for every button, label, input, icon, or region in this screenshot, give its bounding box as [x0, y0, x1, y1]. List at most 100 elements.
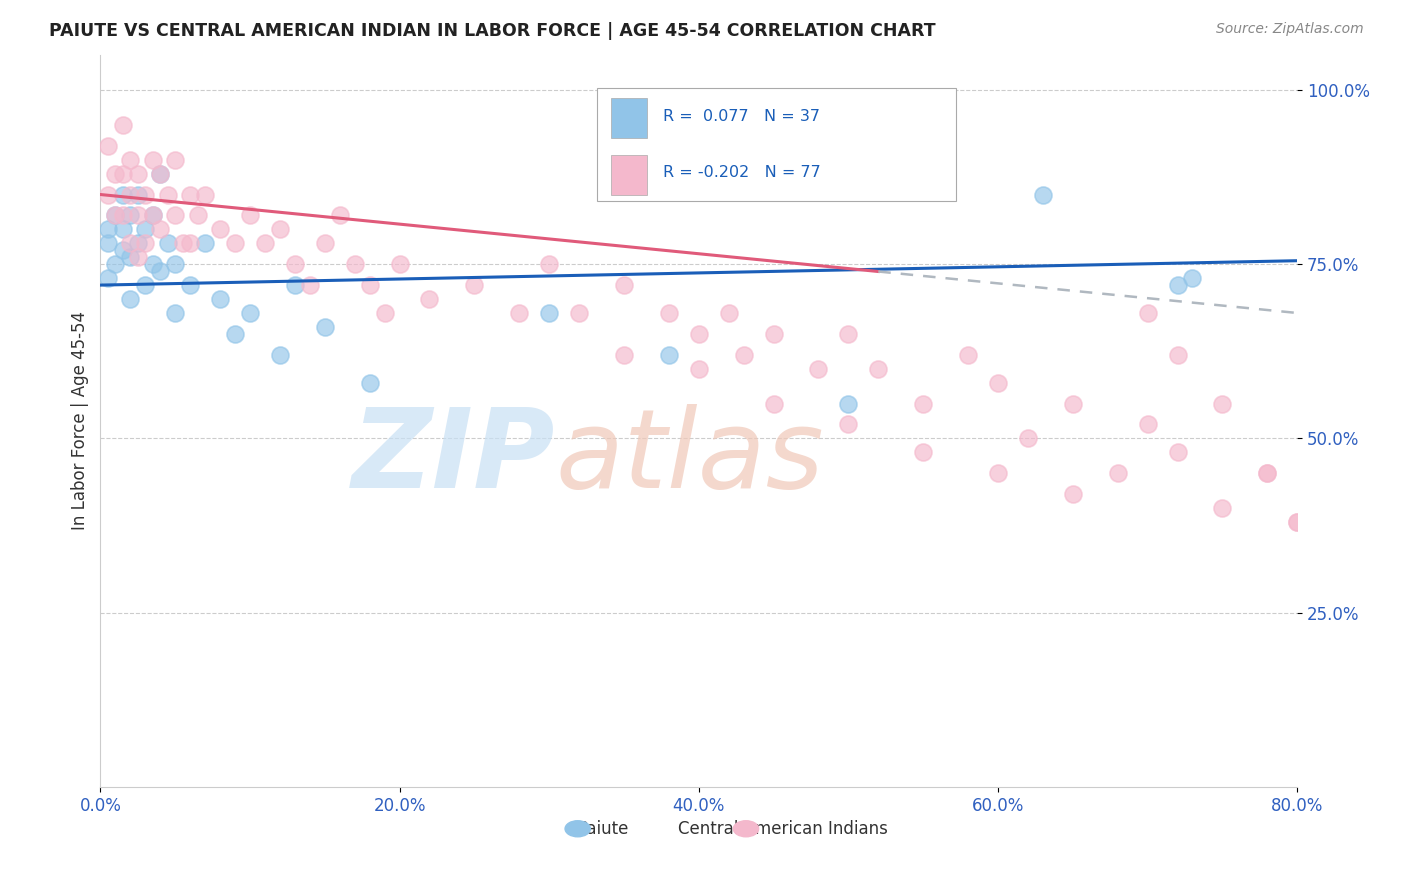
Point — [374, 306, 396, 320]
Point — [142, 208, 165, 222]
Point — [149, 264, 172, 278]
Point — [239, 208, 262, 222]
Point — [717, 306, 740, 320]
Point — [97, 236, 120, 251]
Point — [298, 278, 321, 293]
Point — [111, 167, 134, 181]
Text: Central American Indians: Central American Indians — [678, 820, 887, 838]
Point — [253, 236, 276, 251]
Point — [134, 236, 156, 251]
Point — [762, 326, 785, 341]
Text: PAIUTE VS CENTRAL AMERICAN INDIAN IN LABOR FORCE | AGE 45-54 CORRELATION CHART: PAIUTE VS CENTRAL AMERICAN INDIAN IN LAB… — [49, 22, 936, 40]
Point — [1256, 467, 1278, 481]
Point — [538, 257, 561, 271]
Point — [120, 236, 142, 251]
Point — [359, 278, 381, 293]
Point — [111, 244, 134, 258]
Point — [111, 208, 134, 222]
Point — [208, 292, 231, 306]
Point — [104, 208, 127, 222]
Point — [837, 396, 859, 410]
Point — [658, 348, 681, 362]
Point — [912, 445, 935, 459]
Point — [269, 348, 291, 362]
Point — [97, 222, 120, 236]
Point — [111, 222, 134, 236]
Point — [104, 208, 127, 222]
Bar — [612, 98, 647, 138]
Point — [97, 138, 120, 153]
Point — [187, 208, 209, 222]
Text: R = -0.202   N = 77: R = -0.202 N = 77 — [662, 165, 821, 180]
Point — [343, 257, 366, 271]
Point — [127, 250, 149, 264]
Point — [1032, 187, 1054, 202]
Point — [165, 208, 187, 222]
Point — [1166, 348, 1188, 362]
Point — [172, 236, 194, 251]
Point — [142, 257, 165, 271]
Point — [134, 187, 156, 202]
Point — [688, 361, 710, 376]
Point — [97, 187, 120, 202]
Point — [1062, 487, 1084, 501]
Point — [762, 396, 785, 410]
Point — [1286, 515, 1309, 529]
Text: R =  0.077   N = 37: R = 0.077 N = 37 — [662, 109, 820, 124]
Point — [329, 208, 352, 222]
Point — [613, 348, 636, 362]
Point — [127, 187, 149, 202]
Y-axis label: In Labor Force | Age 45-54: In Labor Force | Age 45-54 — [72, 311, 89, 531]
Point — [1136, 417, 1159, 432]
Point — [1107, 467, 1129, 481]
Point — [165, 153, 187, 167]
Point — [134, 222, 156, 236]
Point — [179, 187, 201, 202]
Point — [194, 236, 217, 251]
Point — [111, 187, 134, 202]
Point — [733, 348, 755, 362]
Point — [284, 278, 307, 293]
Point — [208, 222, 231, 236]
Point — [142, 208, 165, 222]
Text: Paiute: Paiute — [578, 820, 628, 838]
Point — [127, 167, 149, 181]
Point — [837, 417, 859, 432]
Point — [194, 187, 217, 202]
Point — [418, 292, 440, 306]
Text: Source: ZipAtlas.com: Source: ZipAtlas.com — [1216, 22, 1364, 37]
Point — [314, 236, 336, 251]
Point — [120, 250, 142, 264]
Point — [508, 306, 530, 320]
Point — [239, 306, 262, 320]
Point — [1211, 396, 1233, 410]
Point — [987, 376, 1010, 390]
Point — [127, 208, 149, 222]
Point — [388, 257, 411, 271]
Point — [224, 236, 246, 251]
Point — [165, 306, 187, 320]
Point — [120, 153, 142, 167]
Point — [658, 306, 681, 320]
Text: atlas: atlas — [555, 404, 824, 511]
Point — [149, 167, 172, 181]
Point — [463, 278, 485, 293]
Point — [1166, 445, 1188, 459]
Point — [120, 187, 142, 202]
Point — [613, 278, 636, 293]
Point — [868, 361, 890, 376]
Point — [807, 361, 830, 376]
Point — [269, 222, 291, 236]
Point — [1181, 271, 1204, 285]
Point — [1211, 501, 1233, 516]
Point — [104, 167, 127, 181]
Point — [165, 257, 187, 271]
Point — [1062, 396, 1084, 410]
Point — [1286, 515, 1309, 529]
Point — [568, 306, 591, 320]
Point — [1136, 306, 1159, 320]
Point — [224, 326, 246, 341]
Point — [156, 236, 179, 251]
Point — [314, 319, 336, 334]
Bar — [612, 154, 647, 194]
